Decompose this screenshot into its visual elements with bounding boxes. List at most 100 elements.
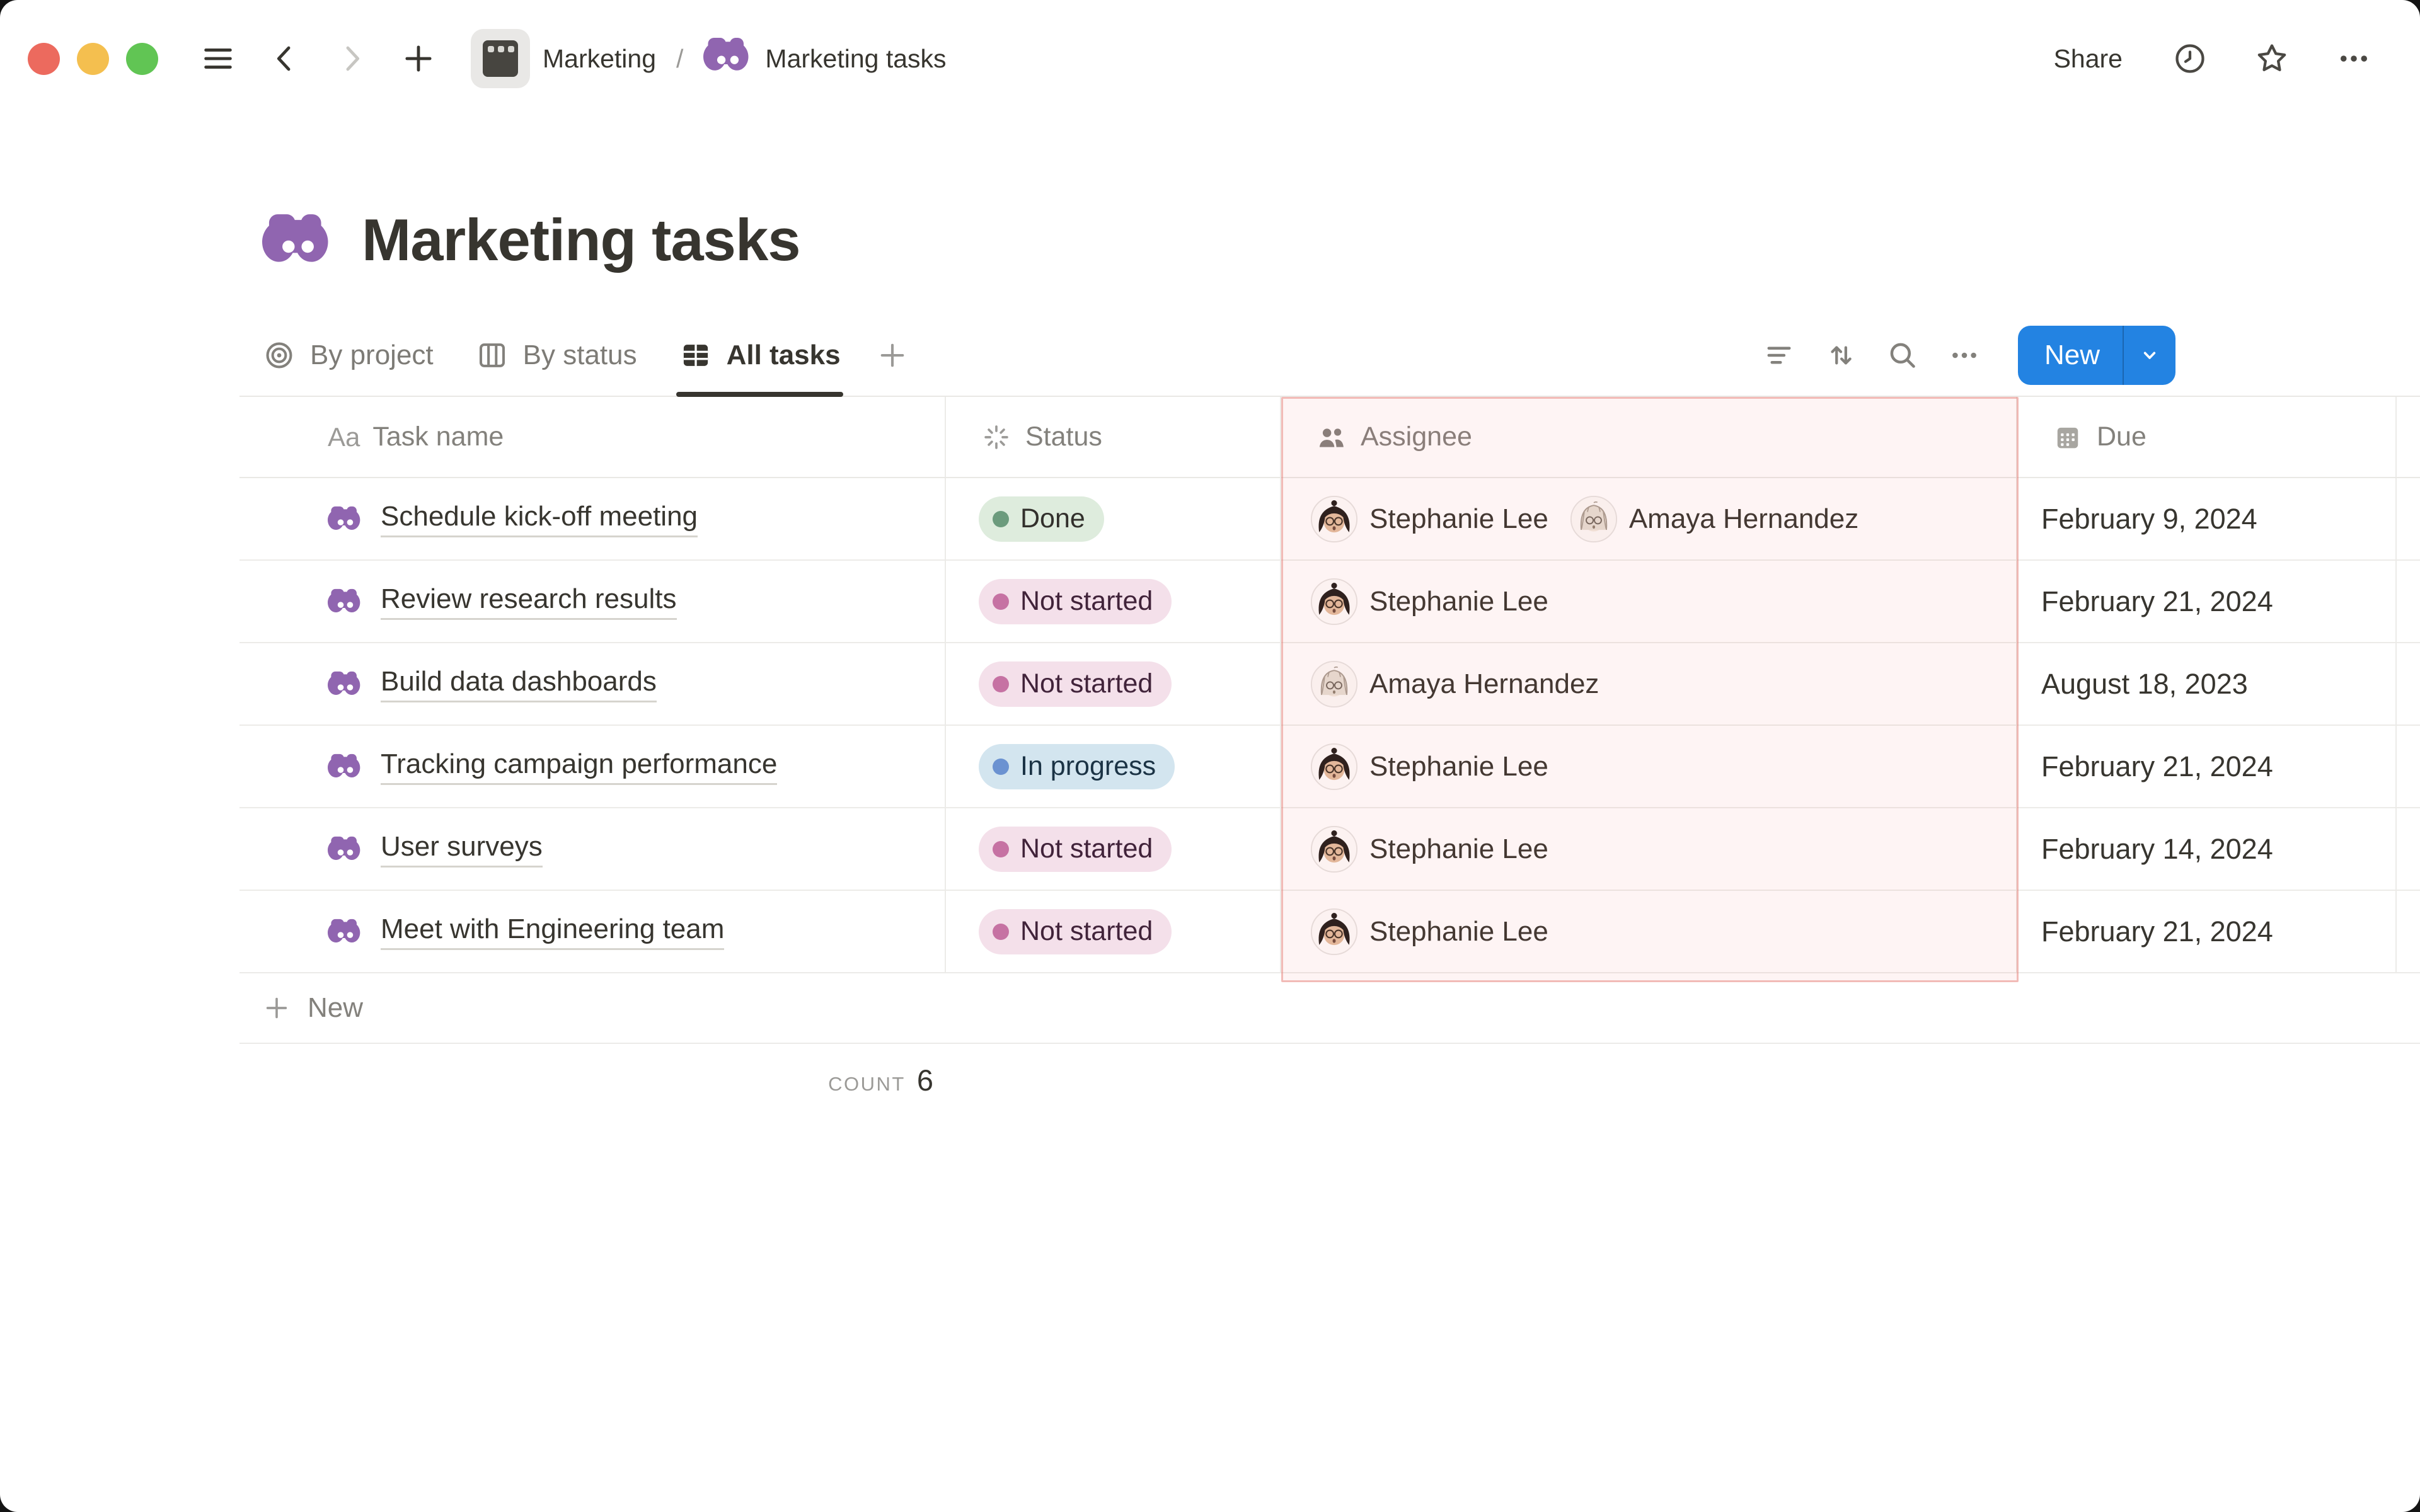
breadcrumb-item-marketing[interactable]: Marketing [464,24,662,93]
close-window-button[interactable] [28,42,60,75]
new-record-dropdown-button[interactable] [2123,326,2175,385]
column-header-due[interactable]: Due [2017,397,2397,477]
task-name-cell[interactable]: Meet with Engineering team [239,891,946,972]
status-badge[interactable]: Not started [979,826,1172,872]
avatar-amaya-hernandez [1570,495,1617,542]
tab-by-project[interactable]: By project [262,315,434,396]
task-name-link[interactable]: Review research results [381,583,677,620]
sidebar-menu-button[interactable] [193,34,243,83]
updates-button[interactable] [2165,34,2215,83]
sort-button[interactable] [1819,333,1863,377]
view-more-button[interactable] [1942,333,1986,377]
status-label: Done [1020,503,1085,534]
task-name-cell[interactable]: Tracking campaign performance [239,726,946,807]
table-row: Tracking campaign performance In progress… [239,726,2420,808]
back-button[interactable] [260,34,309,83]
task-name-link[interactable]: Tracking campaign performance [381,748,778,785]
zoom-window-button[interactable] [126,42,158,75]
assignee-cell[interactable]: Stephanie Lee [1281,726,2017,807]
favorite-button[interactable] [2247,34,2296,83]
hamburger-icon [204,49,232,69]
assignee-cell[interactable]: Stephanie Lee Amaya Hernandez [1281,478,2017,559]
binoculars-icon [328,671,360,695]
binoculars-icon [328,753,360,777]
breadcrumb: Marketing / Marketing tasks [464,24,953,93]
plus-icon [405,45,432,72]
table-body: Schedule kick-off meeting Done Stephanie L… [239,478,2420,973]
task-name-link[interactable]: Meet with Engineering team [381,914,725,950]
assignee-cell[interactable]: Stephanie Lee [1281,561,2017,642]
due-date-cell[interactable]: February 9, 2024 [2017,478,2397,559]
due-date-value: August 18, 2023 [2041,667,2248,700]
due-date-cell[interactable]: August 18, 2023 [2017,643,2397,724]
minimize-window-button[interactable] [77,42,109,75]
search-button[interactable] [1881,333,1925,377]
assignee-person: Stephanie Lee [1310,578,1548,626]
table-icon [683,345,708,366]
task-name-cell[interactable]: Review research results [239,561,946,642]
column-header-task-name[interactable]: Aa Task name [239,397,946,477]
task-name-cell[interactable]: User surveys [239,808,946,890]
status-cell[interactable]: In progress [946,726,1281,807]
new-tab-button[interactable] [394,34,443,83]
row-stub [2397,561,2420,642]
assignee-person: Amaya Hernandez [1310,660,1599,708]
column-header-status[interactable]: Status [946,397,1281,477]
topbar-actions: Share [2044,34,2378,83]
status-cell[interactable]: Not started [946,643,1281,724]
status-cell[interactable]: Not started [946,561,1281,642]
status-label: Not started [1020,668,1153,699]
new-row-button[interactable]: New [239,973,2420,1044]
status-badge[interactable]: Not started [979,578,1172,624]
column-header-assignee[interactable]: Assignee [1281,397,2017,477]
column-label: Assignee [1361,421,1472,452]
status-cell[interactable]: Not started [946,891,1281,972]
status-cell[interactable]: Done [946,478,1281,559]
due-date-cell[interactable]: February 21, 2024 [2017,726,2397,807]
assignee-cell[interactable]: Amaya Hernandez [1281,643,2017,724]
status-label: Not started [1020,916,1153,946]
new-row-label: New [308,992,364,1023]
status-cell[interactable]: Not started [946,808,1281,890]
new-record-button[interactable]: New [2044,340,2100,370]
assignee-cell[interactable]: Stephanie Lee [1281,808,2017,890]
task-name-cell[interactable]: Schedule kick-off meeting [239,478,946,559]
status-badge[interactable]: Done [979,496,1104,542]
status-dot-icon [993,758,1009,775]
assignee-name: Stephanie Lee [1369,750,1548,782]
add-view-button[interactable] [876,339,909,372]
task-name-cell[interactable]: Build data dashboards [239,643,946,724]
binoculars-icon[interactable] [262,204,334,276]
due-date-cell[interactable]: February 21, 2024 [2017,561,2397,642]
tab-all-tasks[interactable]: All tasks [676,315,843,397]
search-icon [1890,343,1915,368]
more-options-button[interactable] [2329,34,2378,83]
count-calculation[interactable]: COUNT 6 [239,1044,946,1097]
tab-by-status[interactable]: By status [475,315,637,396]
due-date-cell[interactable]: February 21, 2024 [2017,891,2397,972]
breadcrumb-item-marketing-tasks[interactable]: Marketing tasks [697,26,952,91]
tab-label: By project [310,340,434,370]
tasks-table: Aa Task name Status Assignee Due Schedul… [239,397,2420,1097]
due-date-cell[interactable]: February 14, 2024 [2017,808,2397,890]
share-button[interactable]: Share [2053,43,2123,73]
status-badge[interactable]: Not started [979,908,1172,954]
task-name-link[interactable]: User surveys [381,831,543,868]
assignee-name: Stephanie Lee [1369,833,1548,864]
binoculars-icon [328,919,360,942]
assignee-cell[interactable]: Stephanie Lee [1281,891,2017,972]
app-window-icon [471,29,530,88]
forward-button[interactable] [327,34,376,83]
task-name-link[interactable]: Build data dashboards [381,666,657,702]
assignee-person: Stephanie Lee [1310,495,1548,543]
filter-button[interactable] [1757,333,1801,377]
assignee-name: Amaya Hernandez [1628,503,1859,534]
status-burst-icon [984,425,1008,449]
table-header-row: Aa Task name Status Assignee Due [239,397,2420,478]
status-dot-icon [993,840,1009,857]
tab-label: All tasks [726,340,841,370]
task-name-link[interactable]: Schedule kick-off meeting [381,501,698,537]
status-badge[interactable]: In progress [979,743,1175,789]
status-badge[interactable]: Not started [979,661,1172,707]
page-title[interactable]: Marketing tasks [362,207,801,273]
